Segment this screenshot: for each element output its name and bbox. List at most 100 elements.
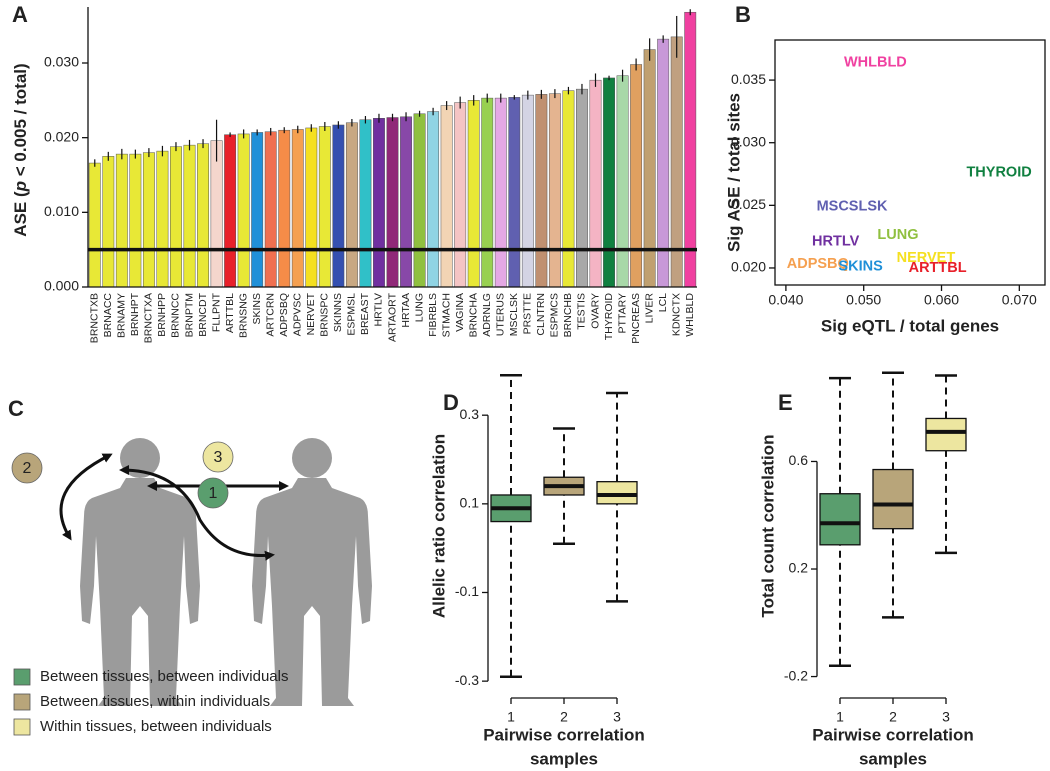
bar	[454, 102, 467, 288]
x-tick-label: OVARY	[589, 293, 601, 329]
x-tick-label: BRNCHA	[467, 293, 479, 337]
bar	[291, 129, 304, 288]
x-tick-label: 0.050	[846, 292, 881, 308]
person-right	[252, 438, 372, 706]
bar	[630, 64, 643, 288]
y-axis-label: Sig ASE / total sites	[724, 93, 743, 252]
x-tick-label: HRTLV	[373, 293, 385, 326]
panel-letter: C	[8, 396, 24, 421]
x-tick-label: STMACH	[440, 293, 452, 337]
x-tick-label: ESPMSL	[346, 293, 358, 336]
legend-label: Within tissues, between individuals	[40, 718, 272, 735]
panel-letter: A	[12, 2, 28, 27]
bar	[467, 100, 480, 288]
x-tick-label: VAGINA	[454, 293, 466, 332]
label-part: < 0.005 / total)	[11, 63, 30, 181]
x-tick-label: SKINNS	[332, 293, 344, 332]
bar	[318, 126, 331, 288]
bar	[521, 94, 534, 288]
x-tick-label: BRNNCC	[170, 293, 182, 338]
x-tick-label: PRSTTE	[522, 293, 534, 334]
bar	[102, 156, 115, 288]
legend-swatch	[13, 668, 31, 686]
y-tick-label: 0.3	[460, 406, 480, 422]
legend-swatch	[13, 718, 31, 736]
x-tick-label: BRNACC	[102, 293, 114, 338]
bar	[562, 90, 575, 288]
x-tick-label: 1	[836, 709, 844, 725]
point-label: ARTTBL	[909, 260, 967, 276]
arrow-1	[119, 465, 275, 561]
bar	[115, 153, 128, 288]
x-axis-label: samples	[530, 749, 598, 768]
y-tick-label: 0.020	[731, 259, 766, 275]
point-label: LUNG	[877, 227, 918, 243]
bar	[183, 144, 196, 288]
y-tick-label: 0.6	[789, 452, 809, 468]
x-tick-label: BRNSNG	[237, 293, 249, 338]
legend-swatch	[13, 693, 31, 711]
x-tick-label: ARTCRN	[264, 293, 276, 337]
bar	[427, 111, 440, 288]
x-tick-label: BRNCTXA	[143, 293, 155, 343]
bar	[589, 79, 602, 288]
x-tick-label: 0.040	[768, 292, 803, 308]
y-tick-label: 0.020	[44, 128, 79, 144]
bar	[494, 97, 507, 288]
x-tick-label: 1	[507, 709, 515, 725]
step-number: 3	[214, 449, 223, 466]
plot-frame	[774, 39, 1046, 286]
y-tick-label: -0.3	[455, 672, 479, 688]
x-tick-label: 2	[889, 709, 897, 725]
bar	[359, 119, 372, 288]
x-tick-label: ADPSBQ	[278, 293, 290, 337]
x-tick-label: ARTTBL	[224, 293, 236, 333]
x-tick-label: MSCLSK	[508, 293, 520, 336]
x-tick-label: 0.070	[1002, 292, 1037, 308]
x-tick-label: UTERUS	[495, 293, 507, 336]
x-tick-label: ARTAORT	[386, 292, 398, 342]
bar	[386, 117, 399, 288]
y-tick-label: 0.035	[731, 71, 766, 87]
x-tick-label: BRNCTXB	[89, 293, 101, 343]
x-tick-label: WHLBLD	[684, 293, 696, 337]
y-tick-label: -0.2	[784, 667, 808, 683]
legend-label: Between tissues, within individuals	[40, 693, 270, 710]
x-tick-label: THYROID	[603, 293, 615, 341]
step-badge	[11, 452, 43, 484]
y-tick-label: 0.025	[731, 196, 766, 212]
x-axis-label: Sig eQTL / total genes	[821, 316, 999, 335]
bar	[237, 133, 250, 288]
x-tick-label: 2	[560, 709, 568, 725]
bar	[548, 93, 561, 288]
bar	[142, 152, 155, 288]
y-tick-label: 0.1	[460, 495, 480, 511]
x-tick-label: PNCREAS	[630, 293, 642, 344]
y-tick-label: 0.010	[44, 203, 79, 219]
point-label: NERVET	[897, 250, 956, 266]
x-tick-label: BRNCHB	[562, 293, 574, 337]
step-badge	[202, 441, 234, 473]
bar	[156, 150, 169, 288]
x-tick-label: BRNCDT	[197, 292, 209, 336]
y-axis-label: ASE (p < 0.005 / total)	[11, 63, 30, 236]
x-tick-label: BRNSPC	[319, 293, 331, 337]
x-tick-label: 3	[613, 709, 621, 725]
panel-letter: E	[778, 390, 793, 415]
person-left	[80, 438, 200, 706]
y-axis-label: Allelic ratio correlation	[429, 434, 448, 618]
step-number: 2	[23, 460, 32, 477]
point-label: WHLBLD	[844, 54, 907, 70]
bar	[603, 77, 615, 288]
bar	[684, 11, 697, 288]
bar	[535, 94, 548, 288]
x-tick-label: HRTAA	[400, 293, 412, 328]
bar	[332, 124, 345, 288]
bar	[305, 127, 318, 288]
bar	[210, 140, 223, 288]
box	[872, 468, 914, 530]
x-axis-label: Pairwise correlation	[483, 725, 645, 744]
panel-letter: D	[443, 390, 459, 415]
point-label: MSCSLSK	[817, 198, 888, 214]
